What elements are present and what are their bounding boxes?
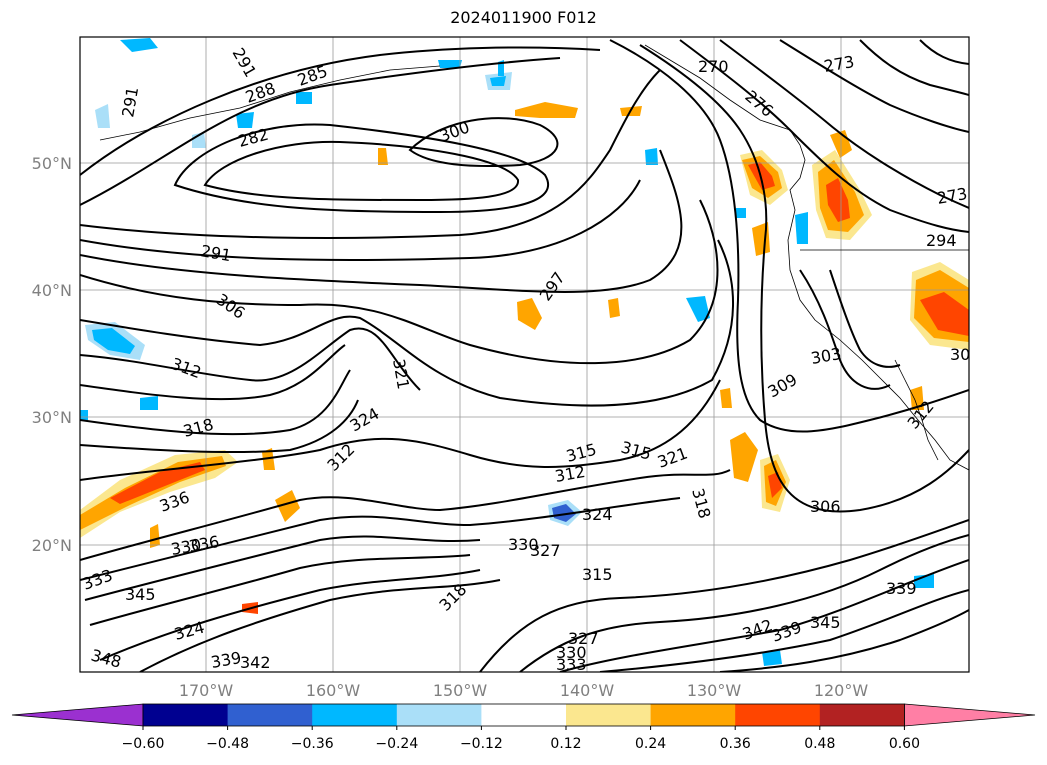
- colorbar-tick-label: 0.60: [889, 736, 920, 752]
- map-area: [80, 37, 969, 672]
- colorbar-tick-label: −0.60: [122, 736, 165, 752]
- contour-label: 345: [125, 585, 156, 604]
- contour-label: 342: [240, 653, 271, 672]
- latitude-labels: 50°N 40°N 30°N 20°N: [32, 154, 72, 555]
- lat-label: 40°N: [32, 281, 72, 300]
- colorbar-segment: [312, 704, 398, 726]
- map-frame: [79, 36, 970, 673]
- lon-label: 130°W: [687, 681, 742, 700]
- height-contours: [80, 39, 969, 672]
- colorbar-segment: [566, 704, 652, 726]
- contour-label: 324: [582, 505, 613, 524]
- colorbar-extend-min: [11, 703, 144, 727]
- contour-label: 270: [698, 57, 729, 76]
- contour-label: 327: [530, 541, 561, 560]
- contour-label: 315: [582, 565, 613, 584]
- contour-label: 339: [886, 579, 917, 598]
- lon-label: 150°W: [433, 681, 488, 700]
- colorbar-segment: [227, 704, 313, 726]
- colorbar-tick-label: −0.36: [291, 736, 334, 752]
- lon-label: 140°W: [560, 681, 615, 700]
- contour-label: 294: [926, 231, 957, 250]
- lat-label: 30°N: [32, 408, 72, 427]
- colorbar-segment: [396, 704, 482, 726]
- colorbar-segment: [143, 704, 229, 726]
- colorbar-extend-max: [904, 703, 1036, 727]
- colorbar-segment: [481, 704, 567, 726]
- colorbar-segment: [735, 704, 821, 726]
- contour-label: 330: [508, 535, 539, 554]
- lat-label: 50°N: [32, 154, 72, 173]
- lat-label: 20°N: [32, 536, 72, 555]
- colorbar-segment: [819, 704, 905, 726]
- plot-title: 2024011900 F012: [450, 8, 597, 27]
- colorbar-segment: [650, 704, 736, 726]
- contour-label: 330: [556, 643, 587, 662]
- contour-label: 333: [556, 655, 587, 674]
- colorbar-outline: [142, 703, 905, 727]
- longitude-labels: 170°W 160°W 150°W 140°W 130°W 120°W: [179, 681, 869, 700]
- colorbar-tick-label: 0.48: [804, 736, 835, 752]
- colorbar-tick-label: 0.12: [550, 736, 581, 752]
- colorbar-tick-label: 0.24: [635, 736, 666, 752]
- lon-label: 160°W: [306, 681, 361, 700]
- contour-label: 345: [810, 613, 841, 632]
- colorbar-tick-label: 0.36: [720, 736, 751, 752]
- colorbar-tick-label: −0.48: [206, 736, 249, 752]
- contour-label: 327: [568, 629, 599, 648]
- colorbar-tick-label: −0.12: [460, 736, 503, 752]
- lon-label: 170°W: [179, 681, 234, 700]
- lon-label: 120°W: [814, 681, 869, 700]
- colorbar: −0.60 −0.48 −0.36 −0.24 −0.12 0.12 0.24 0.36 0.4…: [11, 703, 1036, 752]
- contour-label: 30: [950, 345, 970, 364]
- colorbar-tick-label: −0.24: [375, 736, 418, 752]
- contour-label: 306: [810, 497, 841, 516]
